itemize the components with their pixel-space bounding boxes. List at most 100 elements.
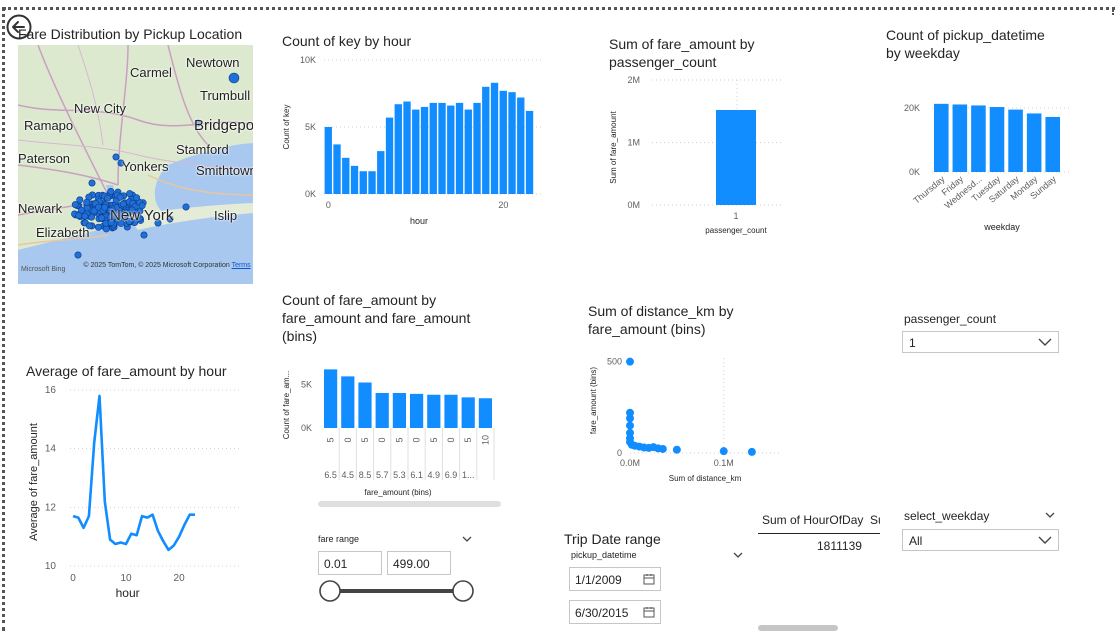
scatter-point[interactable]	[626, 421, 634, 430]
count-by-hour-chart[interactable]: 10K 5K 0K 0 20 hour Count of key	[280, 52, 550, 232]
map-point[interactable]	[112, 153, 120, 161]
map-point[interactable]	[154, 219, 162, 227]
map-point[interactable]	[166, 215, 174, 223]
bar[interactable]	[341, 376, 355, 428]
trip-date-start-input[interactable]: 1/1/2009	[569, 567, 661, 591]
bar[interactable]	[525, 110, 534, 194]
bar[interactable]	[517, 97, 525, 194]
avg-fare-by-hour-chart[interactable]: 16 14 12 10 0 10 20 hour Average of fare_amount	[22, 382, 252, 602]
fare-range-slider[interactable]	[318, 578, 476, 604]
map-point[interactable]	[128, 206, 136, 214]
scatter-point[interactable]	[658, 444, 667, 453]
count-by-weekday-chart[interactable]: 20K0KThursdayFridayWednesd...TuesdaySatu…	[880, 88, 1090, 243]
map-point[interactable]	[74, 251, 82, 259]
scatter-point[interactable]	[719, 447, 728, 456]
bar[interactable]	[482, 86, 490, 194]
bar[interactable]	[429, 102, 437, 194]
bar[interactable]	[385, 117, 394, 194]
bar[interactable]	[444, 394, 458, 428]
scatter-point[interactable]	[626, 408, 634, 417]
map-point[interactable]	[71, 201, 79, 209]
back-button[interactable]	[6, 14, 32, 40]
passenger-count-dropdown[interactable]: 1	[902, 331, 1059, 353]
calendar-icon[interactable]	[643, 573, 655, 585]
map-point[interactable]	[88, 179, 96, 187]
bar[interactable]	[499, 90, 507, 194]
map-point[interactable]	[104, 194, 112, 202]
distance-by-fare-chart[interactable]: 500 00.0M 0.1M Sum of distance_km fare_amoun…	[585, 350, 800, 490]
map-point[interactable]	[126, 190, 134, 198]
map-point[interactable]	[81, 212, 89, 220]
bar[interactable]	[358, 382, 372, 429]
map-point[interactable]	[106, 206, 114, 214]
bar[interactable]	[447, 105, 455, 194]
select-weekday-dropdown[interactable]: All	[902, 529, 1059, 551]
map-point[interactable]	[182, 203, 190, 211]
bar[interactable]	[490, 82, 499, 194]
bar[interactable]	[394, 104, 402, 194]
bar[interactable]	[412, 109, 420, 194]
bar[interactable]	[375, 393, 389, 428]
bar[interactable]	[1045, 116, 1060, 172]
map-point[interactable]	[76, 196, 84, 204]
trip-date-end-input[interactable]: 6/30/2015	[569, 600, 661, 624]
map-point[interactable]	[140, 231, 148, 239]
page-horizontal-scrollbar[interactable]	[758, 625, 838, 631]
fare-bins-scrollbar[interactable]	[318, 501, 501, 507]
series-line[interactable]	[72, 394, 195, 552]
bar[interactable]	[508, 92, 516, 194]
bar[interactable]	[1008, 109, 1023, 172]
map-point[interactable]	[133, 194, 141, 202]
bar[interactable]	[461, 397, 475, 428]
bar[interactable]	[934, 103, 949, 172]
map-point[interactable]	[107, 188, 115, 196]
bar[interactable]	[368, 171, 376, 194]
bar[interactable]	[1026, 113, 1042, 172]
scatter-point[interactable]	[626, 414, 634, 423]
bar[interactable]	[324, 127, 332, 194]
bar[interactable]	[377, 151, 385, 194]
bar[interactable]	[420, 106, 429, 194]
fare-range-max-input[interactable]: 499.00	[387, 551, 451, 575]
fare-range-chevron-icon[interactable]	[460, 534, 474, 544]
map-point[interactable]	[228, 72, 240, 84]
fare-range-min-handle[interactable]	[319, 580, 341, 602]
map-point[interactable]	[98, 214, 106, 222]
bar[interactable]	[455, 102, 464, 194]
map-point[interactable]	[120, 211, 128, 219]
bar[interactable]	[716, 110, 756, 205]
pickup-location-map[interactable]: Carmel Newtown Trumbull New City Bridgepor Ra…	[18, 45, 253, 284]
map-point[interactable]	[90, 207, 98, 215]
fare-range-max-handle[interactable]	[452, 580, 474, 602]
bar[interactable]	[464, 109, 472, 194]
bar[interactable]	[478, 398, 492, 428]
bar[interactable]	[989, 107, 1005, 172]
scatter-point[interactable]	[626, 428, 634, 437]
bar[interactable]	[410, 393, 424, 428]
map-point[interactable]	[86, 222, 94, 230]
map-point[interactable]	[75, 212, 83, 220]
map-point[interactable]	[117, 159, 125, 167]
bar[interactable]	[952, 104, 968, 172]
bar[interactable]	[392, 393, 406, 428]
bar[interactable]	[403, 101, 411, 194]
bar[interactable]	[324, 369, 338, 428]
map-terms-link[interactable]: Terms	[231, 262, 251, 269]
bar[interactable]	[350, 165, 359, 194]
bar[interactable]	[427, 394, 441, 428]
select-weekday-chevron-icon[interactable]	[1043, 510, 1057, 520]
map-point[interactable]	[133, 212, 141, 220]
map-point[interactable]	[125, 217, 133, 225]
trip-date-chevron-icon[interactable]	[731, 550, 745, 560]
bar[interactable]	[971, 105, 986, 172]
bar[interactable]	[342, 157, 350, 194]
map-point[interactable]	[107, 218, 115, 226]
scatter-point[interactable]	[747, 447, 756, 456]
fare-bins-count-chart[interactable]: 5K 0K 5 0 5 0 5 0 5 0 5 10 6.5 4.5 8.5 5.7 5.3 6.1 4.9 6.9 1…	[280, 352, 505, 502]
map-point[interactable]	[88, 213, 96, 221]
scatter-point[interactable]	[672, 445, 681, 454]
bar[interactable]	[359, 171, 367, 194]
bar[interactable]	[438, 102, 446, 194]
map-point[interactable]	[194, 119, 202, 127]
fare-range-min-input[interactable]: 0.01	[318, 551, 382, 575]
